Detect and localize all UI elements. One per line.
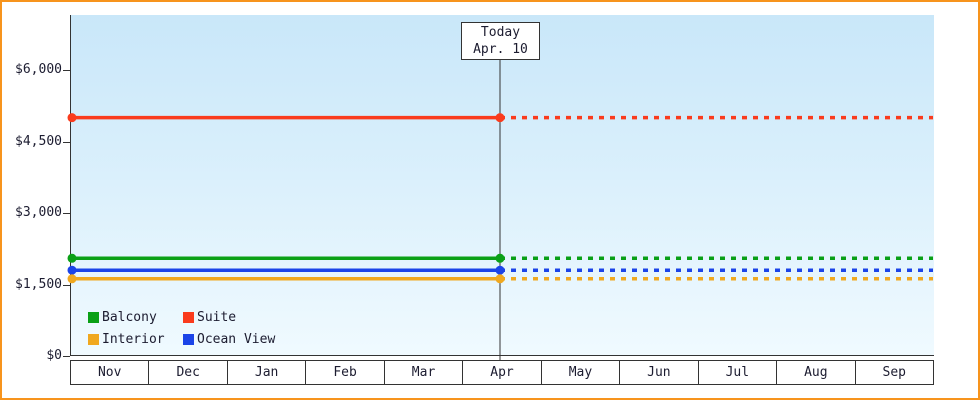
x-tick-month-jul: Jul (697, 360, 778, 385)
legend-label-ocean-view: Ocean View (197, 332, 276, 347)
y-tick-mark (63, 70, 70, 71)
legend-item-suite: Suite (183, 310, 275, 325)
y-tick-label: $3,000 (15, 205, 62, 220)
x-tick-month-aug: Aug (776, 360, 856, 385)
x-tick-month-may: May (540, 360, 621, 385)
legend-item-interior: Interior (88, 332, 183, 347)
legend-swatch-balcony (88, 312, 99, 323)
legend-label-interior: Interior (102, 332, 165, 347)
y-tick-label: $4,500 (15, 133, 62, 149)
legend-swatch-interior (88, 334, 99, 345)
x-tick-month-apr: Apr (462, 360, 542, 385)
x-tick-month-feb: Feb (305, 360, 385, 385)
legend-label-suite: Suite (197, 310, 237, 325)
today-label-line1: Today (480, 25, 521, 40)
x-tick-month-dec: Dec (148, 360, 228, 385)
legend-swatch-suite (183, 312, 194, 323)
x-tick-month-nov: Nov (70, 360, 150, 385)
plot-area (70, 15, 934, 356)
x-axis-month-row: Nov Dec Jan Feb Mar Apr May Jun Jul Aug Sep (70, 360, 934, 385)
x-tick-month-mar: Mar (383, 360, 464, 385)
y-tick-mark (63, 141, 70, 143)
y-tick-mark (63, 284, 70, 286)
legend-item-balcony: Balcony (88, 310, 183, 325)
y-tick-label: $0 (46, 348, 62, 363)
x-tick-month-jun: Jun (619, 360, 699, 385)
legend: Balcony Suite Interior Ocean View (88, 310, 275, 347)
legend-item-ocean-view: Ocean View (183, 332, 275, 347)
y-tick-mark (63, 213, 70, 214)
legend-swatch-ocean-view (183, 334, 194, 345)
today-marker-label: Today Apr. 10 (461, 22, 540, 60)
y-tick-mark (63, 356, 70, 357)
x-tick-month-jan: Jan (226, 360, 307, 385)
y-tick-label: $1,500 (15, 276, 62, 292)
y-tick-label: $6,000 (15, 62, 62, 77)
today-label-line2: Apr. 10 (473, 42, 528, 57)
x-tick-month-sep: Sep (854, 360, 934, 385)
legend-label-balcony: Balcony (102, 310, 157, 325)
